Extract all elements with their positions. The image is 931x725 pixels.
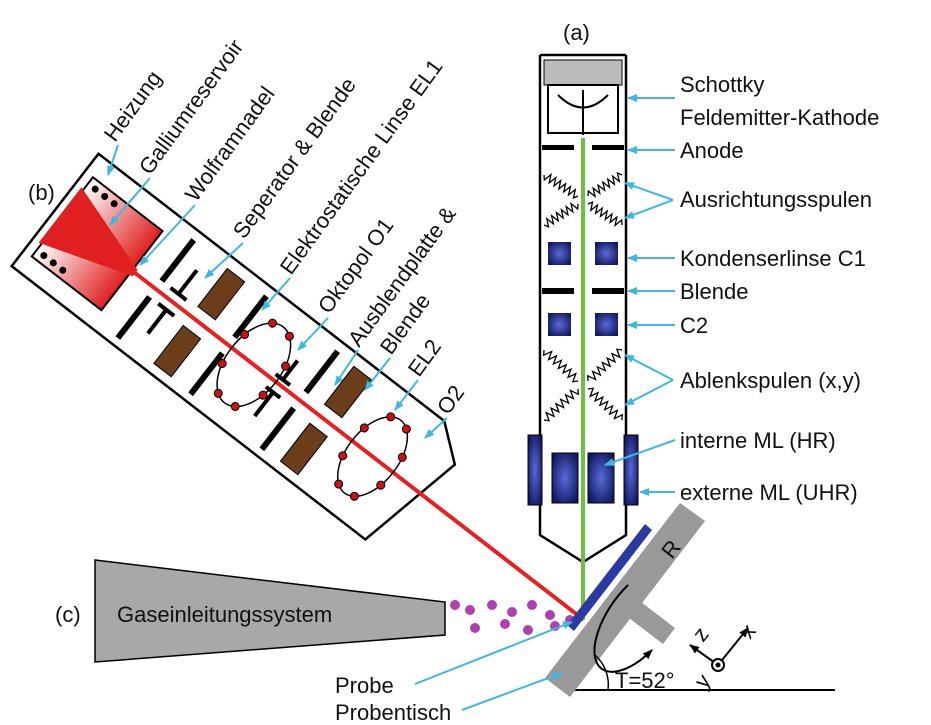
- label-c: (c): [55, 602, 81, 627]
- sem-label: Anode: [680, 138, 744, 163]
- sem-label: Feldemitter-Kathode: [680, 105, 879, 130]
- sem-label: externe ML (UHR): [680, 480, 858, 505]
- shape: [592, 145, 624, 150]
- sem-label: interne ML (HR): [680, 428, 836, 453]
- shape: [527, 600, 537, 610]
- shape: [523, 625, 533, 635]
- shape: [717, 664, 720, 667]
- anode: [542, 145, 574, 150]
- pointer-line: [625, 200, 673, 218]
- pointer-line: [625, 183, 673, 200]
- aperture: [542, 288, 574, 294]
- axis-z: z: [687, 622, 713, 646]
- shape: [450, 600, 460, 610]
- shape: [624, 435, 638, 505]
- lens-c1: [548, 242, 571, 265]
- pointer-line: [625, 355, 673, 380]
- outer-lens: [528, 435, 542, 505]
- shape: [507, 607, 517, 617]
- shape: [487, 600, 497, 610]
- fib-label: O2: [432, 380, 469, 418]
- shape: [588, 453, 614, 503]
- cathode: [544, 60, 622, 85]
- sem-label: C2: [680, 313, 708, 338]
- label-a: (a): [563, 20, 590, 45]
- gis-label: Gaseinleitungssystem: [117, 602, 332, 627]
- sem-label: Schottky: [680, 72, 764, 97]
- sem-label: Blende: [680, 279, 749, 304]
- ion-beam: [60, 215, 584, 620]
- sem-label: Ausrichtungsspulen: [680, 187, 872, 212]
- tilt-label: T=52°: [615, 668, 675, 693]
- label-b: (b): [28, 180, 55, 205]
- inner-lens: [552, 453, 578, 503]
- sem-column: [528, 55, 638, 620]
- sem-label: Kondenserlinse C1: [680, 246, 866, 271]
- fib-label: EL2: [403, 335, 446, 381]
- shape: [595, 313, 618, 336]
- shape: [595, 242, 618, 265]
- pointer-line: [625, 380, 673, 405]
- shape: [545, 610, 555, 620]
- pointer-line: [462, 673, 562, 710]
- lens-c2: [548, 313, 571, 336]
- sem-label: Ablenkspulen (x,y): [680, 368, 861, 393]
- gas-particles: [450, 600, 575, 635]
- shape: [465, 605, 475, 615]
- shape: [592, 288, 624, 294]
- diagram: (a) (b) (c) Gaseinleitungssystem Schottk…: [0, 0, 931, 725]
- shape: [500, 619, 510, 629]
- stage-label: Probentisch: [335, 700, 451, 725]
- sample-label: Probe: [335, 673, 394, 698]
- shape: [470, 623, 480, 633]
